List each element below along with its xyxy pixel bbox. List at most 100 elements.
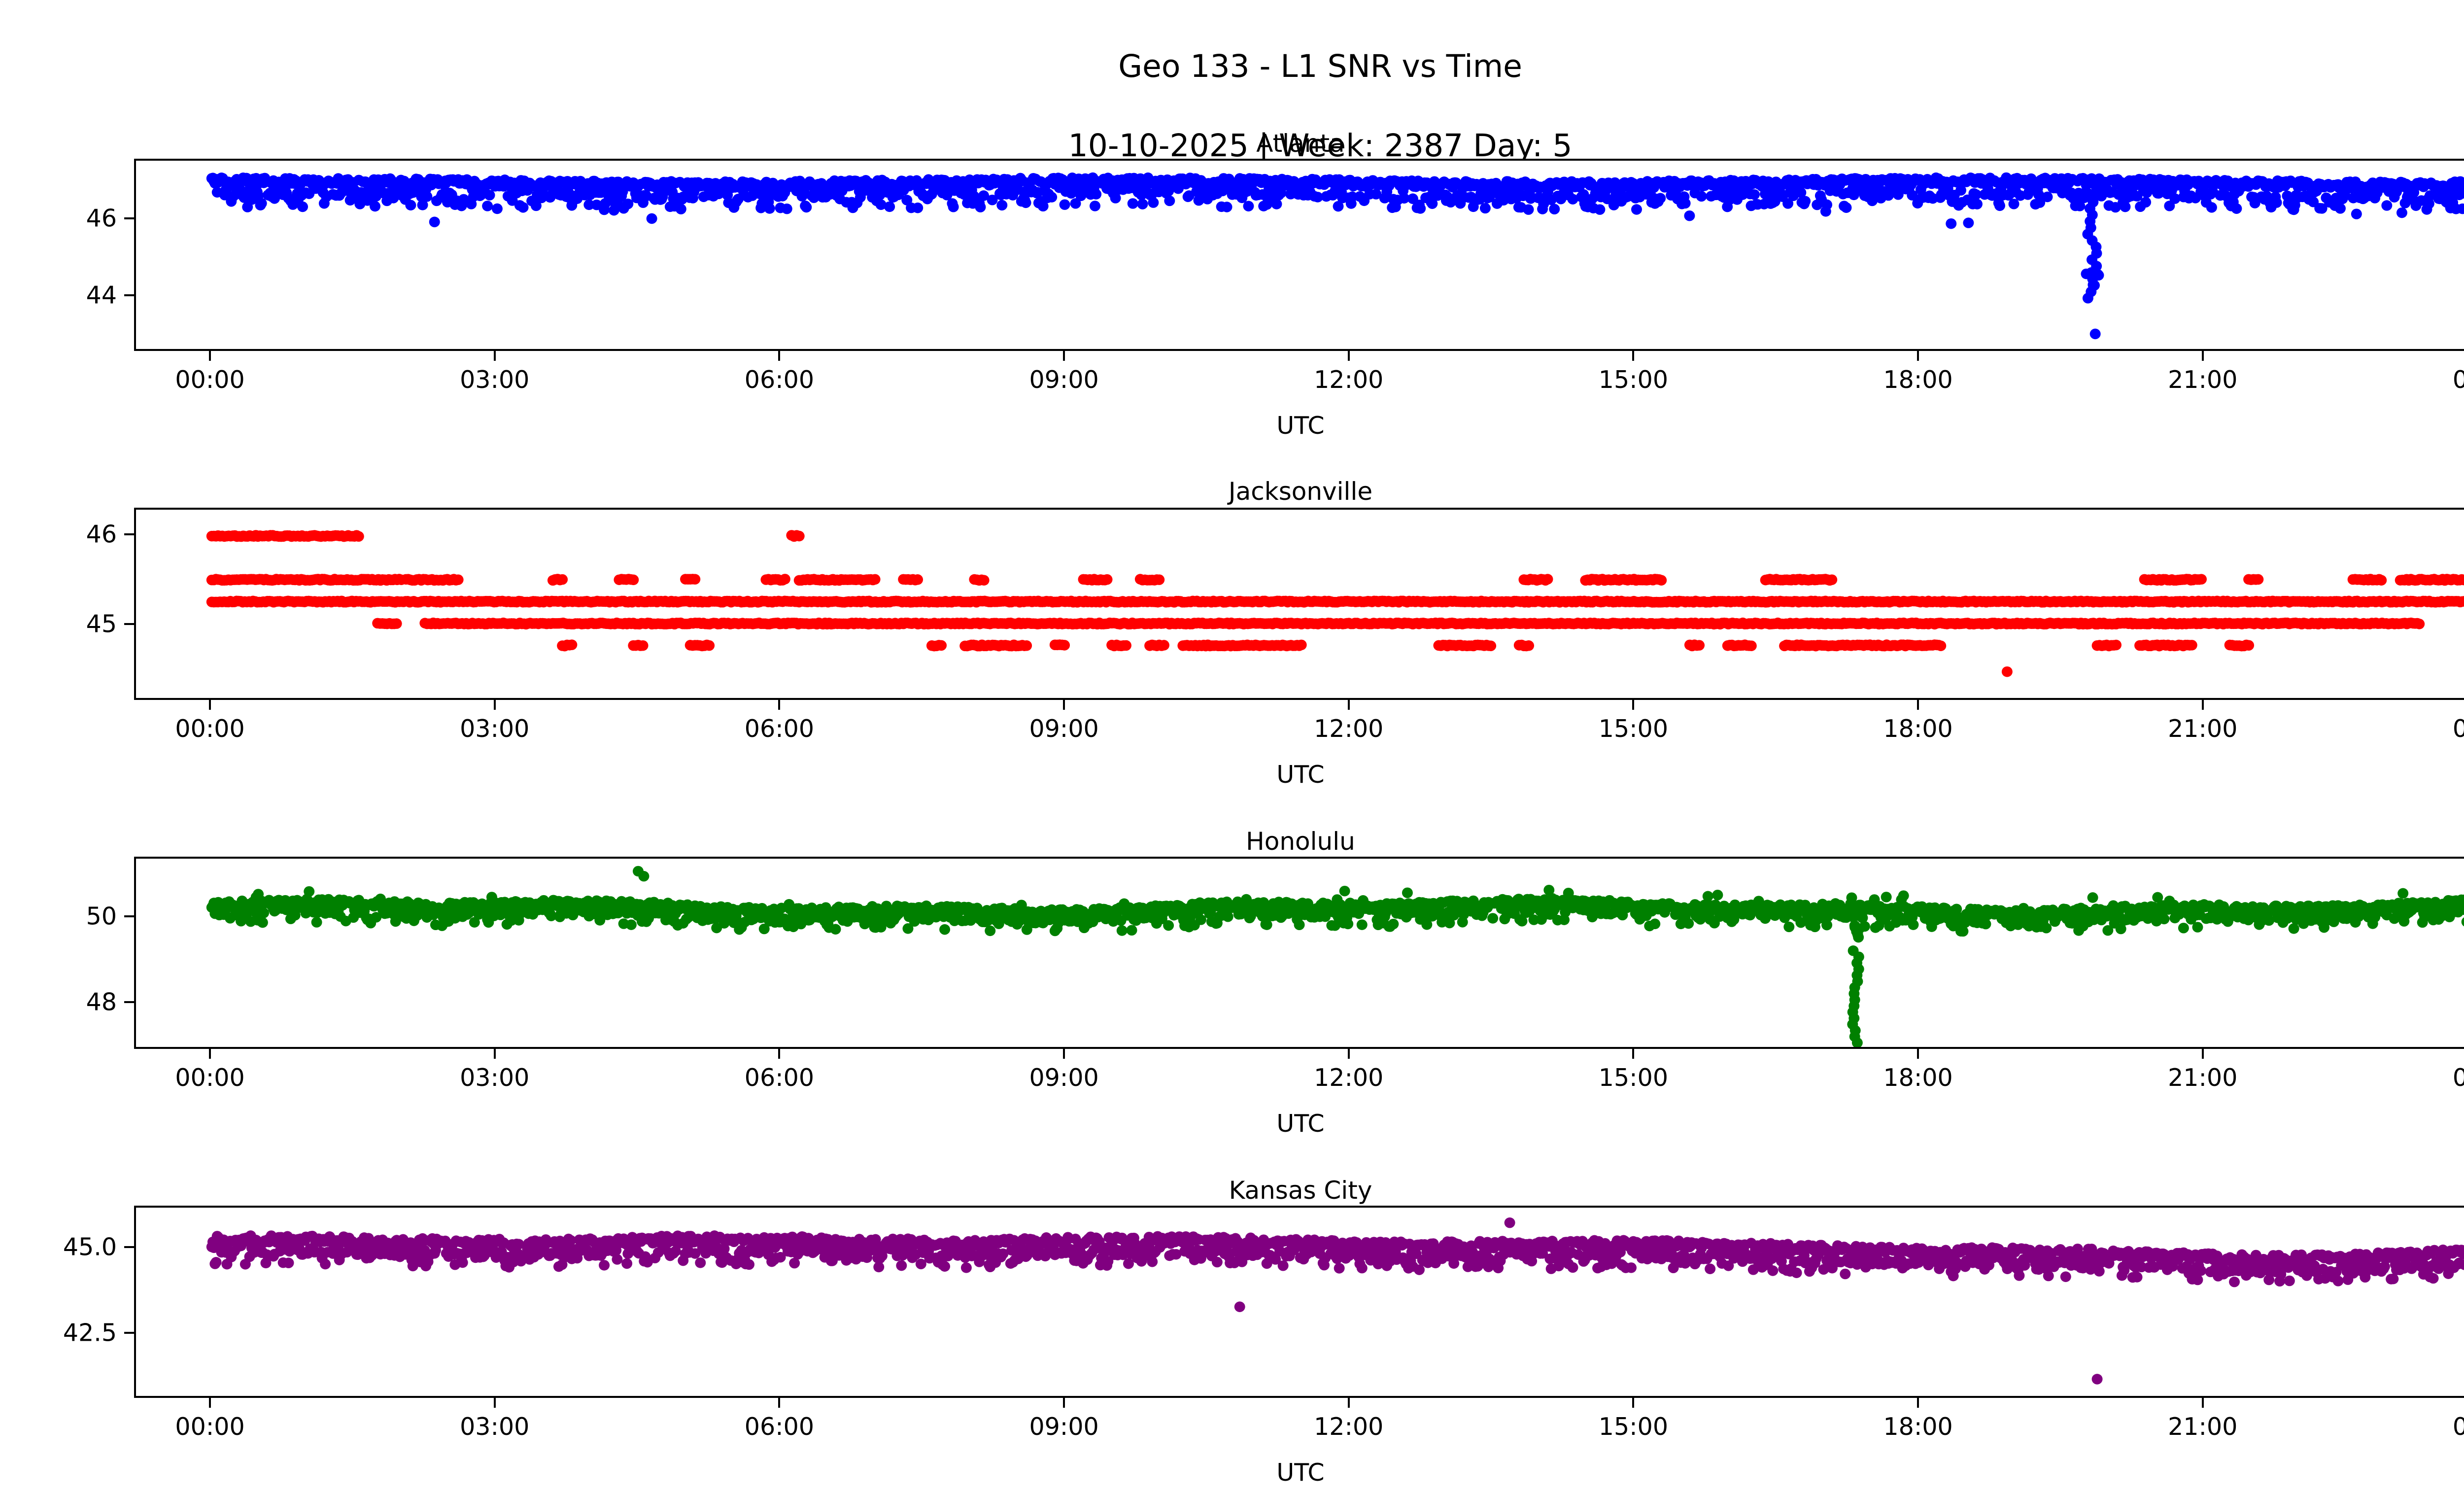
figure-title: Geo 133 - L1 SNR vs Time 10-10-2025 | We… bbox=[0, 7, 2464, 206]
ytick-mark-atlanta-0 bbox=[124, 294, 134, 296]
xtick-mark-jacksonville-2 bbox=[778, 700, 781, 710]
ytick-label-kansas-city-0: 42.5 bbox=[63, 1319, 117, 1347]
xtick-label-jacksonville-2: 06:00 bbox=[744, 715, 814, 743]
xtick-label-kansas-city-0: 00:00 bbox=[175, 1413, 245, 1441]
xaxis-label-kansas-city: UTC bbox=[1276, 1459, 1325, 1487]
xtick-label-kansas-city-5: 15:00 bbox=[1598, 1413, 1669, 1441]
panel-title-atlanta: Atlanta bbox=[1256, 129, 1345, 158]
plot-area-atlanta bbox=[134, 159, 2464, 351]
xaxis-label-honolulu: UTC bbox=[1276, 1110, 1325, 1138]
ytick-mark-atlanta-1 bbox=[124, 217, 134, 219]
xtick-mark-jacksonville-0 bbox=[209, 700, 211, 710]
xtick-mark-kansas-city-3 bbox=[1063, 1398, 1065, 1408]
xtick-label-kansas-city-6: 18:00 bbox=[1883, 1413, 1953, 1441]
xtick-label-kansas-city-1: 03:00 bbox=[460, 1413, 530, 1441]
xtick-mark-atlanta-3 bbox=[1063, 351, 1065, 361]
xtick-label-atlanta-1: 03:00 bbox=[460, 366, 530, 394]
xtick-mark-honolulu-0 bbox=[209, 1049, 211, 1059]
xtick-mark-honolulu-6 bbox=[1917, 1049, 1919, 1059]
xtick-label-honolulu-1: 03:00 bbox=[460, 1064, 530, 1092]
xtick-mark-atlanta-6 bbox=[1917, 351, 1919, 361]
panel-title-jacksonville: Jacksonville bbox=[1228, 477, 1373, 506]
xtick-mark-honolulu-4 bbox=[1347, 1049, 1350, 1059]
xtick-mark-jacksonville-7 bbox=[2201, 700, 2204, 710]
xaxis-label-atlanta: UTC bbox=[1276, 412, 1325, 440]
plot-area-kansas-city bbox=[134, 1206, 2464, 1398]
xtick-label-atlanta-5: 15:00 bbox=[1598, 366, 1669, 394]
xtick-mark-kansas-city-1 bbox=[493, 1398, 496, 1408]
xtick-mark-kansas-city-0 bbox=[209, 1398, 211, 1408]
ytick-label-jacksonville-1: 46 bbox=[86, 520, 117, 549]
xtick-mark-atlanta-1 bbox=[493, 351, 496, 361]
ytick-label-honolulu-0: 48 bbox=[86, 988, 117, 1016]
xtick-label-kansas-city-3: 09:00 bbox=[1029, 1413, 1099, 1441]
xtick-mark-jacksonville-4 bbox=[1347, 700, 1350, 710]
xtick-label-kansas-city-8: 00:00 bbox=[2452, 1413, 2464, 1441]
scatter-series-kansas-city bbox=[206, 1217, 2464, 1385]
xtick-label-atlanta-4: 12:00 bbox=[1314, 366, 1384, 394]
xtick-mark-kansas-city-2 bbox=[778, 1398, 781, 1408]
scatter-series-honolulu bbox=[206, 866, 2464, 1047]
xtick-label-honolulu-6: 18:00 bbox=[1883, 1064, 1953, 1092]
xtick-mark-atlanta-5 bbox=[1632, 351, 1635, 361]
xtick-mark-jacksonville-1 bbox=[493, 700, 496, 710]
xtick-mark-atlanta-4 bbox=[1347, 351, 1350, 361]
xtick-label-atlanta-7: 21:00 bbox=[2168, 366, 2238, 394]
xtick-label-jacksonville-8: 00:00 bbox=[2452, 715, 2464, 743]
xtick-label-honolulu-0: 00:00 bbox=[175, 1064, 245, 1092]
xtick-label-kansas-city-2: 06:00 bbox=[744, 1413, 814, 1441]
plot-area-jacksonville bbox=[134, 508, 2464, 700]
xtick-mark-kansas-city-5 bbox=[1632, 1398, 1635, 1408]
panel-title-kansas-city: Kansas City bbox=[1229, 1176, 1372, 1205]
xtick-label-atlanta-2: 06:00 bbox=[744, 366, 814, 394]
ytick-mark-jacksonville-0 bbox=[124, 623, 134, 625]
xtick-label-atlanta-8: 00:00 bbox=[2452, 366, 2464, 394]
xtick-label-jacksonville-4: 12:00 bbox=[1314, 715, 1384, 743]
ytick-mark-kansas-city-0 bbox=[124, 1331, 134, 1334]
ytick-label-honolulu-1: 50 bbox=[86, 902, 117, 931]
panel-title-honolulu: Honolulu bbox=[1246, 827, 1355, 856]
xtick-label-atlanta-6: 18:00 bbox=[1883, 366, 1953, 394]
xtick-mark-honolulu-7 bbox=[2201, 1049, 2204, 1059]
xtick-mark-atlanta-0 bbox=[209, 351, 211, 361]
ytick-mark-honolulu-1 bbox=[124, 915, 134, 918]
figure-title-line1: Geo 133 - L1 SNR vs Time bbox=[1118, 48, 1522, 84]
xtick-label-honolulu-2: 06:00 bbox=[744, 1064, 814, 1092]
ytick-mark-honolulu-0 bbox=[124, 1001, 134, 1003]
ytick-label-kansas-city-1: 45.0 bbox=[63, 1233, 117, 1261]
xtick-label-honolulu-4: 12:00 bbox=[1314, 1064, 1384, 1092]
figure-title-line2: 10-10-2025 | Week: 2387 Day: 5 bbox=[1068, 127, 1573, 164]
xtick-label-honolulu-7: 21:00 bbox=[2168, 1064, 2238, 1092]
xtick-mark-kansas-city-7 bbox=[2201, 1398, 2204, 1408]
xtick-mark-honolulu-3 bbox=[1063, 1049, 1065, 1059]
xtick-mark-honolulu-1 bbox=[493, 1049, 496, 1059]
xtick-label-kansas-city-7: 21:00 bbox=[2168, 1413, 2238, 1441]
ytick-mark-kansas-city-1 bbox=[124, 1246, 134, 1248]
scatter-series-atlanta bbox=[206, 172, 2464, 340]
xtick-label-jacksonville-7: 21:00 bbox=[2168, 715, 2238, 743]
xtick-mark-jacksonville-5 bbox=[1632, 700, 1635, 710]
xtick-mark-atlanta-7 bbox=[2201, 351, 2204, 361]
xtick-label-kansas-city-4: 12:00 bbox=[1314, 1413, 1384, 1441]
xtick-mark-kansas-city-4 bbox=[1347, 1398, 1350, 1408]
ytick-label-jacksonville-0: 45 bbox=[86, 610, 117, 638]
xtick-label-atlanta-0: 00:00 bbox=[175, 366, 245, 394]
xtick-mark-honolulu-2 bbox=[778, 1049, 781, 1059]
xtick-label-jacksonville-6: 18:00 bbox=[1883, 715, 1953, 743]
scatter-series-jacksonville bbox=[206, 530, 2464, 677]
xtick-mark-kansas-city-6 bbox=[1917, 1398, 1919, 1408]
xtick-label-honolulu-3: 09:00 bbox=[1029, 1064, 1099, 1092]
xtick-label-honolulu-5: 15:00 bbox=[1598, 1064, 1669, 1092]
xtick-label-jacksonville-5: 15:00 bbox=[1598, 715, 1669, 743]
xtick-mark-jacksonville-6 bbox=[1917, 700, 1919, 710]
xtick-mark-atlanta-2 bbox=[778, 351, 781, 361]
xtick-label-jacksonville-0: 00:00 bbox=[175, 715, 245, 743]
xtick-mark-jacksonville-3 bbox=[1063, 700, 1065, 710]
xtick-mark-honolulu-5 bbox=[1632, 1049, 1635, 1059]
ytick-label-atlanta-0: 44 bbox=[86, 281, 117, 310]
xtick-label-atlanta-3: 09:00 bbox=[1029, 366, 1099, 394]
ytick-mark-jacksonville-1 bbox=[124, 533, 134, 536]
xtick-label-honolulu-8: 00:00 bbox=[2452, 1064, 2464, 1092]
ytick-label-atlanta-1: 46 bbox=[86, 204, 117, 233]
